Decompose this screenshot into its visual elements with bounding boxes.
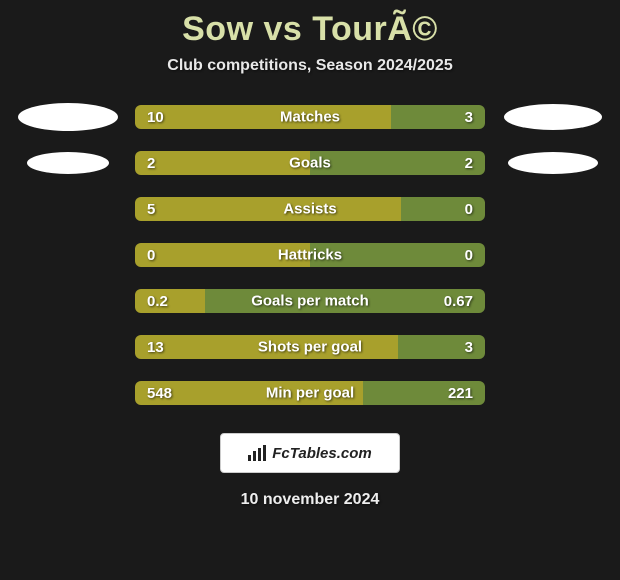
page-title: Sow vs TourÃ© (0, 10, 620, 49)
stat-value-left: 10 (135, 105, 391, 129)
stat-bar: 0.20.67Goals per match (135, 289, 485, 313)
player-right-avatar (508, 152, 598, 174)
stat-bar: 133Shots per goal (135, 335, 485, 359)
stat-label: Matches (280, 109, 340, 126)
page-subtitle: Club competitions, Season 2024/2025 (0, 57, 620, 75)
stat-row: 0.20.67Goals per match (0, 289, 620, 313)
stat-label: Goals per match (251, 293, 369, 310)
stat-row: 548221Min per goal (0, 381, 620, 405)
left-avatar-col (0, 103, 135, 131)
stat-label: Hattricks (278, 247, 342, 264)
stat-value-right: 221 (363, 381, 486, 405)
stat-value-left: 5 (135, 197, 401, 221)
left-avatar-col (0, 152, 135, 174)
stat-value-right: 2 (310, 151, 485, 175)
stat-value-left: 2 (135, 151, 310, 175)
stat-row: 00Hattricks (0, 243, 620, 267)
right-avatar-col (485, 152, 620, 174)
player-left-avatar (27, 152, 109, 174)
stat-value-right: 0 (401, 197, 485, 221)
brand-text: FcTables.com (272, 445, 371, 462)
stat-label: Assists (283, 201, 336, 218)
chart-icon (248, 445, 266, 461)
stat-row: 50 Assists (0, 197, 620, 221)
player-left-avatar (18, 103, 118, 131)
stats-area: 103Matches22Goals50Assists00Hattricks0.2… (0, 105, 620, 405)
stat-value-right: 3 (391, 105, 486, 129)
snapshot-date: 10 november 2024 (0, 491, 620, 509)
brand-badge[interactable]: FcTables.com (220, 433, 400, 473)
stat-label: Goals (289, 155, 331, 172)
stat-value-right: 3 (398, 335, 486, 359)
stat-row: 22Goals (0, 151, 620, 175)
comparison-widget: Sow vs TourÃ© Club competitions, Season … (0, 0, 620, 580)
stat-bar: 103 Matches (135, 105, 485, 129)
right-avatar-col (485, 104, 620, 130)
stat-bar: 00Hattricks (135, 243, 485, 267)
player-right-avatar (504, 104, 602, 130)
stat-label: Shots per goal (258, 339, 362, 356)
stat-value-left: 0.2 (135, 289, 205, 313)
stat-bar: 22Goals (135, 151, 485, 175)
stat-bar: 50 Assists (135, 197, 485, 221)
stat-row: 103 Matches (0, 105, 620, 129)
stat-bar: 548221Min per goal (135, 381, 485, 405)
stat-label: Min per goal (266, 385, 354, 402)
stat-row: 133Shots per goal (0, 335, 620, 359)
